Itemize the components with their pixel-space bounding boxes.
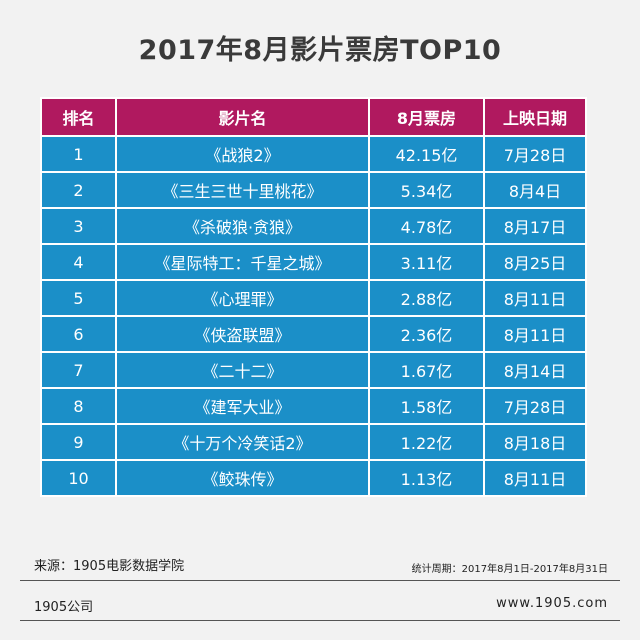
cell-box-office: 5.34亿 [368,171,485,209]
table-row: 3 《杀破狼·贪狼》 4.78亿 8月17日 [40,207,587,245]
cell-film: 《杀破狼·贪狼》 [115,207,370,245]
column-header-box-office: 8月票房 [368,97,485,137]
cell-box-office: 2.88亿 [368,279,485,317]
column-header-film: 影片名 [115,97,370,137]
column-header-release-date: 上映日期 [483,97,587,137]
cell-box-office: 1.67亿 [368,351,485,389]
cell-rank: 9 [40,423,117,461]
divider [20,620,620,621]
cell-film: 《侠盗联盟》 [115,315,370,353]
cell-release-date: 8月11日 [483,459,587,497]
cell-rank: 4 [40,243,117,281]
table-row: 8 《建军大业》 1.58亿 7月28日 [40,387,587,425]
table-header-row: 排名 影片名 8月票房 上映日期 [40,97,587,137]
column-header-rank: 排名 [40,97,117,137]
cell-rank: 7 [40,351,117,389]
cell-film: 《心理罪》 [115,279,370,317]
cell-box-office: 42.15亿 [368,135,485,173]
table-row: 6 《侠盗联盟》 2.36亿 8月11日 [40,315,587,353]
cell-release-date: 7月28日 [483,135,587,173]
divider [20,580,620,581]
cell-release-date: 8月14日 [483,351,587,389]
cell-film: 《二十二》 [115,351,370,389]
website-link[interactable]: www.1905.com [496,596,608,611]
cell-release-date: 8月17日 [483,207,587,245]
company-name: 1905公司 [34,600,94,615]
cell-rank: 6 [40,315,117,353]
cell-box-office: 2.36亿 [368,315,485,353]
cell-box-office: 1.13亿 [368,459,485,497]
cell-film: 《建军大业》 [115,387,370,425]
table-row: 2 《三生三世十里桃花》 5.34亿 8月4日 [40,171,587,209]
source-note: 来源：1905电影数据学院 [34,559,185,574]
cell-box-office: 4.78亿 [368,207,485,245]
cell-box-office: 1.58亿 [368,387,485,425]
cell-film: 《星际特工：千星之城》 [115,243,370,281]
cell-film: 《鲛珠传》 [115,459,370,497]
cell-rank: 1 [40,135,117,173]
page-title: 2017年8月影片票房TOP10 [138,35,502,66]
cell-rank: 2 [40,171,117,209]
box-office-table: 排名 影片名 8月票房 上映日期 1 《战狼2》 42.15亿 7月28日 2 《三生三世… [40,97,587,497]
cell-rank: 8 [40,387,117,425]
cell-box-office: 1.22亿 [368,423,485,461]
cell-film: 《战狼2》 [115,135,370,173]
table-row: 7 《二十二》 1.67亿 8月14日 [40,351,587,389]
cell-film: 《十万个冷笑话2》 [115,423,370,461]
cell-release-date: 8月11日 [483,279,587,317]
table-row: 1 《战狼2》 42.15亿 7月28日 [40,135,587,173]
table-body: 1 《战狼2》 42.15亿 7月28日 2 《三生三世十里桃花》 5.34亿 8月4日 3 《杀… [40,135,587,497]
cell-film: 《三生三世十里桃花》 [115,171,370,209]
cell-release-date: 8月25日 [483,243,587,281]
table-row: 9 《十万个冷笑话2》 1.22亿 8月18日 [40,423,587,461]
cell-rank: 3 [40,207,117,245]
cell-rank: 5 [40,279,117,317]
table-row: 4 《星际特工：千星之城》 3.11亿 8月25日 [40,243,587,281]
period-note: 统计周期：2017年8月1日-2017年8月31日 [411,564,608,575]
cell-release-date: 8月11日 [483,315,587,353]
table-row: 10 《鲛珠传》 1.13亿 8月11日 [40,459,587,497]
cell-release-date: 7月28日 [483,387,587,425]
cell-release-date: 8月18日 [483,423,587,461]
cell-rank: 10 [40,459,117,497]
table-row: 5 《心理罪》 2.88亿 8月11日 [40,279,587,317]
cell-release-date: 8月4日 [483,171,587,209]
cell-box-office: 3.11亿 [368,243,485,281]
